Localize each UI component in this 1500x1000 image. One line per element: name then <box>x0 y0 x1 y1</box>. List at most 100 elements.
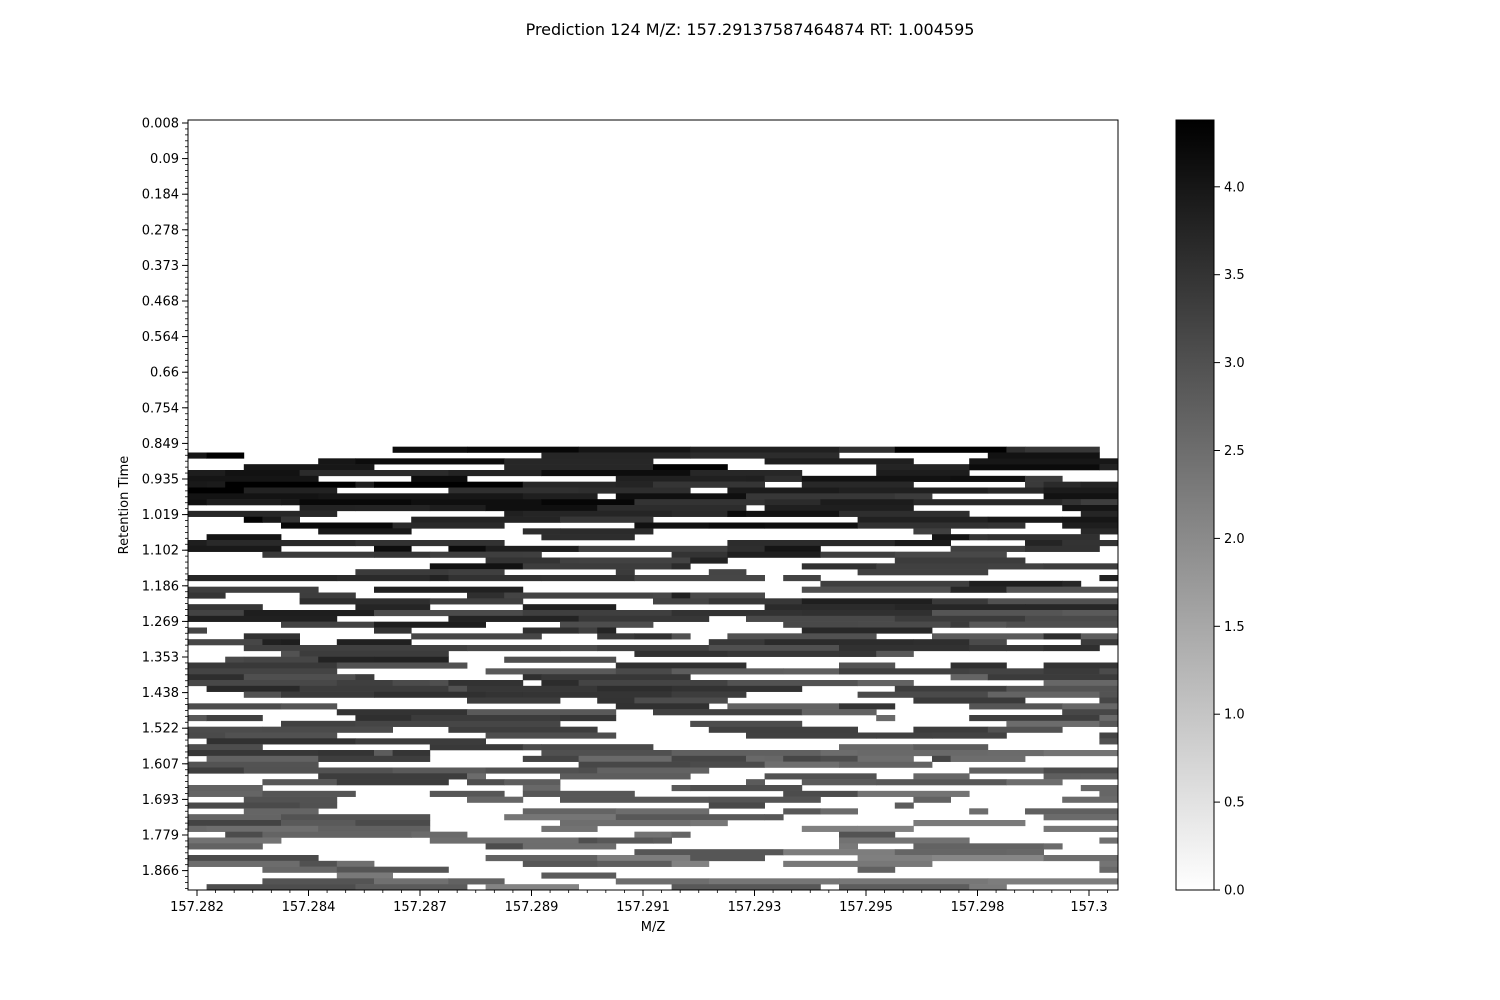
heat-cell <box>634 522 710 529</box>
heat-cell <box>839 650 877 657</box>
heat-cell <box>615 493 747 500</box>
heat-cell <box>820 755 858 762</box>
heat-cell <box>188 639 263 646</box>
heat-cell <box>839 831 896 838</box>
heat-cell <box>857 516 989 523</box>
heat-cell <box>485 505 598 512</box>
heat-cell <box>467 592 505 599</box>
heat-cell <box>1080 633 1119 640</box>
y-tick-label: 1.102 <box>142 544 179 559</box>
heat-cell <box>1025 475 1063 482</box>
heat-cell <box>653 481 765 488</box>
heat-cell <box>504 656 617 663</box>
heat-cell <box>764 604 803 611</box>
heat-cell <box>1062 505 1119 512</box>
heat-cell <box>299 685 449 692</box>
heat-cell <box>1080 499 1119 506</box>
heat-cell <box>950 674 989 681</box>
heat-cell <box>206 738 356 745</box>
heat-cell <box>615 662 747 669</box>
heat-cell <box>932 633 1044 640</box>
heat-cell <box>764 522 858 529</box>
heat-cell <box>987 487 1044 494</box>
heat-cell <box>764 458 914 465</box>
heat-cell <box>913 773 970 780</box>
heat-cell <box>299 505 356 512</box>
heat-cell <box>522 493 598 500</box>
heat-cell <box>336 662 468 669</box>
heat-cell <box>448 726 598 733</box>
heat-cell <box>541 499 635 506</box>
heat-cell <box>746 755 765 762</box>
heat-cell <box>504 464 654 471</box>
heat-cell <box>336 639 412 646</box>
heat-cell <box>634 499 765 506</box>
heat-cell <box>690 470 803 477</box>
heat-cell <box>1043 563 1119 570</box>
heat-cell <box>1006 621 1119 628</box>
heat-cell <box>913 843 1044 850</box>
heat-cell <box>448 878 505 885</box>
heat-cell <box>783 668 840 675</box>
heat-cell <box>578 680 691 687</box>
heat-cell <box>727 703 840 710</box>
heat-cell <box>336 872 393 879</box>
heat-cell <box>1062 499 1082 506</box>
heat-cell <box>1025 540 1063 547</box>
heat-cell <box>206 755 319 762</box>
heat-cell <box>1043 825 1119 832</box>
y-tick-label: 0.849 <box>142 437 179 452</box>
heat-cell <box>206 499 282 506</box>
heat-cell <box>801 779 877 786</box>
y-tick-label: 1.269 <box>142 615 179 630</box>
heat-cell <box>671 610 803 617</box>
heat-cell <box>969 703 1063 710</box>
heat-cell <box>839 487 989 494</box>
heat-cell <box>857 866 896 873</box>
heat-cell <box>336 575 431 582</box>
heat-cell <box>541 744 654 751</box>
heat-cell <box>355 820 431 827</box>
heat-cell <box>987 534 1100 541</box>
heat-cell <box>243 645 319 652</box>
heat-cell <box>560 621 654 628</box>
heat-cell <box>783 860 933 867</box>
heat-cell <box>783 849 896 856</box>
heat-cell <box>578 545 728 552</box>
heat-cell <box>597 697 635 704</box>
y-tick-label: 1.353 <box>142 651 179 666</box>
y-tick-label: 0.184 <box>142 188 179 203</box>
heat-cell <box>764 545 821 552</box>
heat-cell <box>188 475 319 482</box>
heat-cell <box>355 715 412 722</box>
heat-cell <box>429 744 524 751</box>
x-tick-label: 157.291 <box>616 900 670 915</box>
heat-cell <box>932 534 970 541</box>
heat-cell <box>281 820 356 827</box>
y-tick-label: 1.186 <box>142 579 179 594</box>
heat-cell <box>1006 586 1119 593</box>
heat-cell <box>1043 493 1119 500</box>
heat-cell <box>188 703 282 710</box>
heat-cell <box>987 691 1100 698</box>
heat-cell <box>876 779 1007 786</box>
heat-cell <box>764 475 803 482</box>
heat-cell <box>336 866 449 873</box>
heat-cell <box>262 878 375 885</box>
heat-cell <box>783 755 821 762</box>
heat-cell <box>1043 645 1100 652</box>
heat-cell <box>1043 668 1100 675</box>
heat-cell <box>857 680 914 687</box>
heat-cell <box>634 650 728 657</box>
heat-cell <box>522 627 542 634</box>
y-tick-label: 0.935 <box>142 473 179 488</box>
heat-cell <box>671 691 747 698</box>
heat-cell <box>243 796 338 803</box>
heat-cell <box>243 516 263 523</box>
heat-cell <box>950 621 970 628</box>
heat-cell <box>336 779 449 786</box>
heat-cell <box>727 633 877 640</box>
heat-cell <box>894 849 1007 856</box>
heat-cell <box>188 825 207 832</box>
heat-cell <box>987 452 1100 459</box>
